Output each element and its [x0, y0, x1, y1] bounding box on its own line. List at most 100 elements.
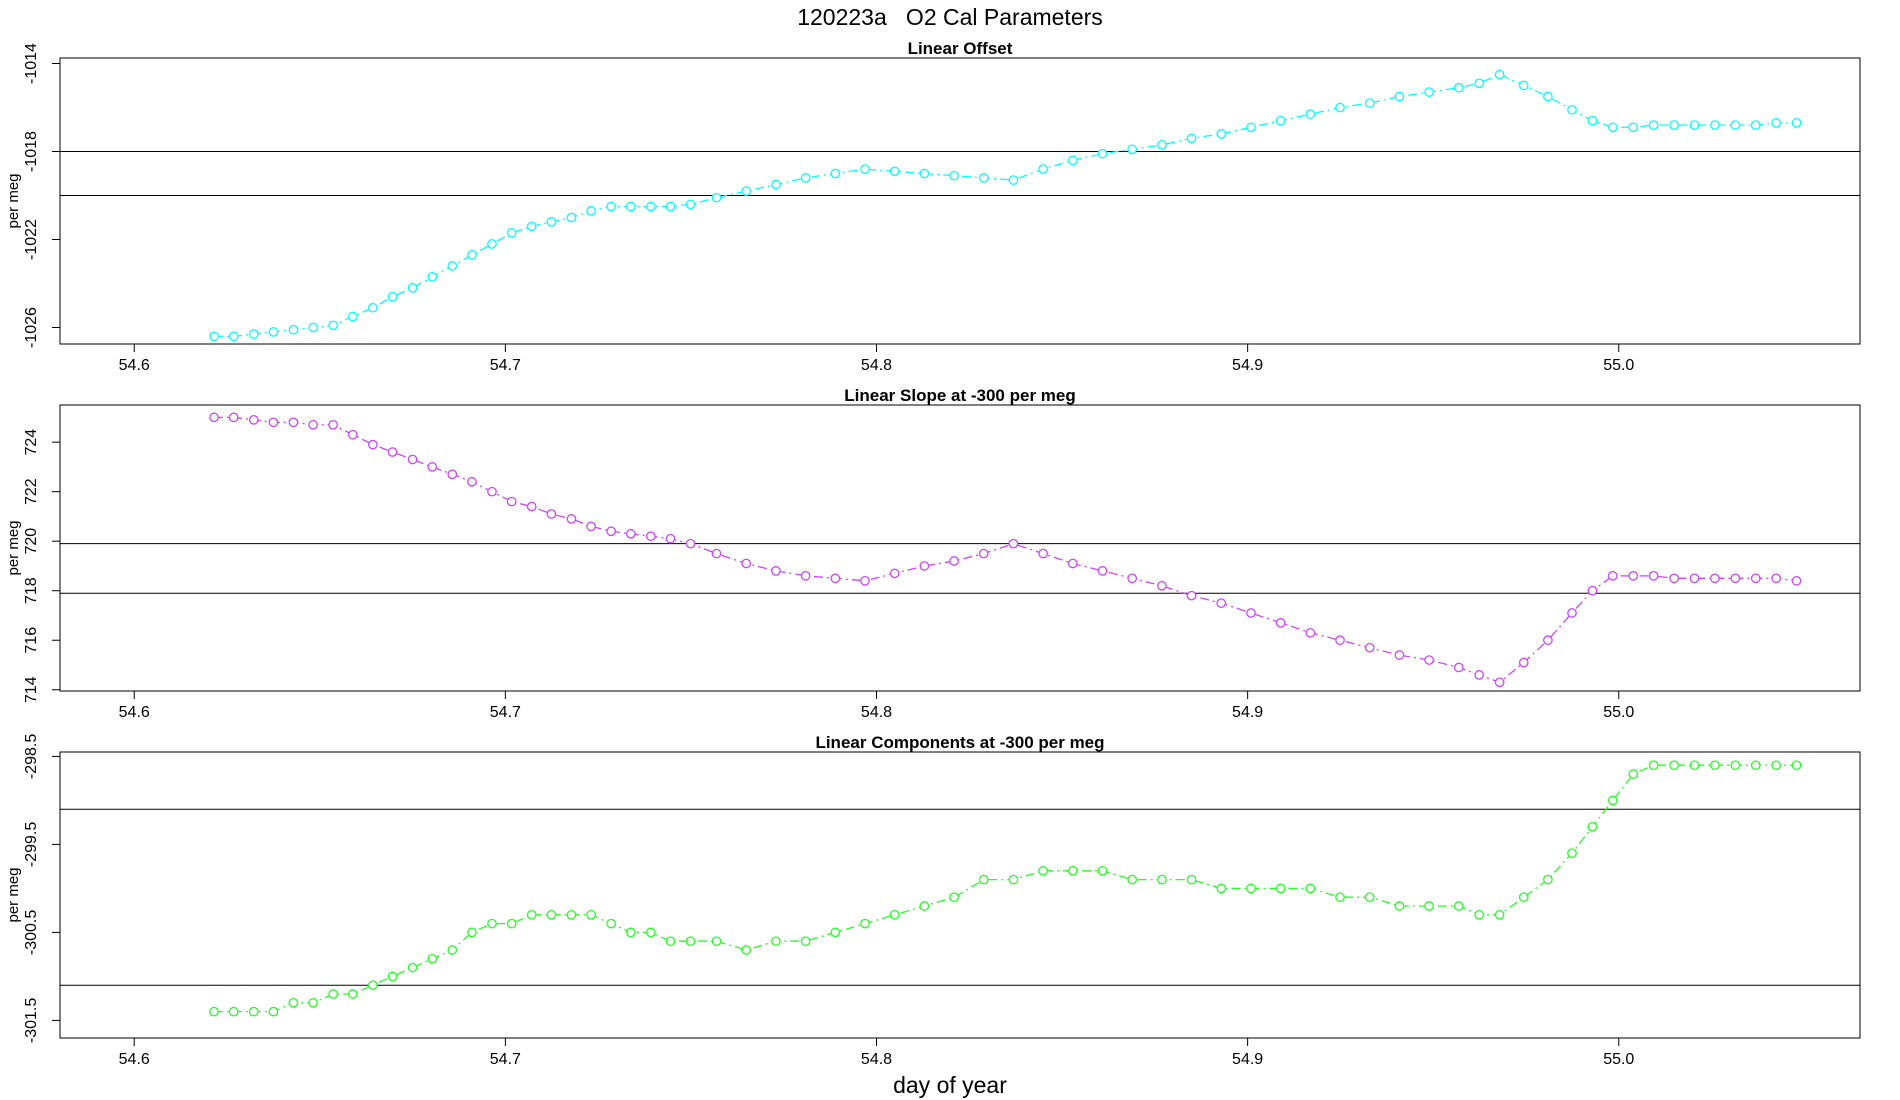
data-point — [665, 201, 676, 212]
y-tick-label: -299.5 — [23, 822, 40, 867]
data-point — [407, 962, 418, 973]
data-point — [1305, 627, 1316, 638]
data-point — [1474, 670, 1485, 680]
data-point — [1246, 122, 1256, 133]
y-tick-label: -301.5 — [23, 998, 40, 1043]
x-tick-label: 54.6 — [119, 1051, 150, 1068]
data-point — [606, 201, 616, 212]
x-tick-label: 54.7 — [490, 1051, 521, 1068]
panel-title: Linear Offset — [908, 39, 1013, 58]
data-point — [1246, 883, 1256, 894]
x-axis-label: day of year — [893, 1072, 1007, 1098]
data-point — [308, 419, 318, 430]
series-line — [214, 416, 1797, 684]
data-point — [1246, 608, 1256, 618]
x-tick-label: 54.9 — [1232, 1051, 1263, 1068]
data-point — [1607, 122, 1618, 133]
data-point — [288, 324, 299, 335]
data-point — [566, 514, 577, 524]
data-point — [1394, 650, 1405, 660]
data-point — [860, 918, 870, 929]
data-point — [427, 462, 438, 472]
data-point — [1186, 874, 1197, 885]
data-point — [1275, 883, 1286, 894]
data-point — [1186, 590, 1197, 601]
data-point — [586, 521, 596, 532]
y-tick-label: -1026 — [23, 307, 40, 348]
data-point — [248, 1006, 259, 1017]
data-point — [1008, 538, 1019, 549]
main-title: 120223a O2 Cal Parameters — [797, 4, 1103, 30]
data-point — [546, 217, 557, 227]
data-point — [566, 212, 577, 223]
data-point — [467, 250, 477, 260]
y-tick-label: 718 — [23, 577, 40, 604]
data-point — [1157, 140, 1167, 150]
x-tick-label: 54.6 — [119, 704, 150, 721]
data-point — [387, 971, 398, 982]
data-point — [228, 331, 239, 342]
data-point — [328, 320, 339, 331]
data-point — [387, 291, 398, 302]
panel-title: Linear Components at -300 per meg — [815, 733, 1104, 752]
x-tick-label: 54.8 — [861, 1051, 892, 1068]
data-point — [625, 528, 636, 539]
data-point — [1424, 655, 1434, 665]
data-point — [1097, 865, 1108, 876]
data-point — [1305, 109, 1316, 119]
data-point — [1494, 677, 1505, 688]
y-tick-label: -1022 — [23, 219, 40, 260]
data-point — [1097, 566, 1108, 576]
x-tick-label: 55.0 — [1603, 1051, 1634, 1068]
data-point — [506, 228, 517, 238]
data-point — [1791, 575, 1802, 586]
data-point — [1335, 635, 1345, 646]
data-point — [1008, 874, 1019, 885]
data-point — [741, 945, 752, 955]
data-point — [506, 918, 517, 929]
data-point — [526, 501, 537, 512]
data-point — [526, 909, 537, 920]
data-point — [830, 573, 841, 584]
data-point — [268, 1006, 279, 1017]
data-point — [1648, 120, 1659, 130]
data-point — [1669, 760, 1679, 771]
data-point — [889, 166, 900, 177]
data-point — [586, 909, 596, 920]
data-point — [288, 997, 299, 1008]
data-point — [1453, 901, 1464, 911]
x-tick-label: 54.7 — [490, 704, 521, 721]
data-point — [248, 415, 259, 425]
data-point — [645, 531, 656, 542]
data-point — [368, 980, 378, 991]
data-point — [1587, 821, 1598, 832]
data-point — [546, 509, 557, 519]
data-point — [1364, 98, 1375, 108]
data-point — [427, 272, 438, 282]
data-point — [1157, 580, 1167, 591]
data-point — [209, 412, 219, 423]
data-point — [625, 201, 636, 212]
data-point — [711, 936, 722, 947]
data-point — [741, 186, 752, 196]
data-point — [1067, 865, 1078, 876]
data-point — [1750, 760, 1761, 771]
data-point — [1453, 662, 1464, 673]
data-point — [1543, 91, 1553, 102]
data-point — [467, 476, 477, 487]
data-point — [978, 548, 989, 559]
y-axis-label: per meg — [5, 520, 22, 575]
panel-linear-components: Linear Components at -300 per meg per meg… — [5, 733, 1861, 1068]
data-point — [228, 1006, 239, 1017]
data-point — [467, 927, 477, 938]
data-point — [1127, 144, 1138, 155]
data-point — [1689, 573, 1700, 584]
data-point — [1038, 164, 1048, 174]
data-point — [487, 918, 497, 929]
data-point — [949, 556, 959, 566]
x-tick-label: 55.0 — [1603, 704, 1634, 721]
data-point — [1689, 120, 1700, 130]
data-point — [1008, 175, 1019, 185]
data-point — [978, 874, 989, 885]
